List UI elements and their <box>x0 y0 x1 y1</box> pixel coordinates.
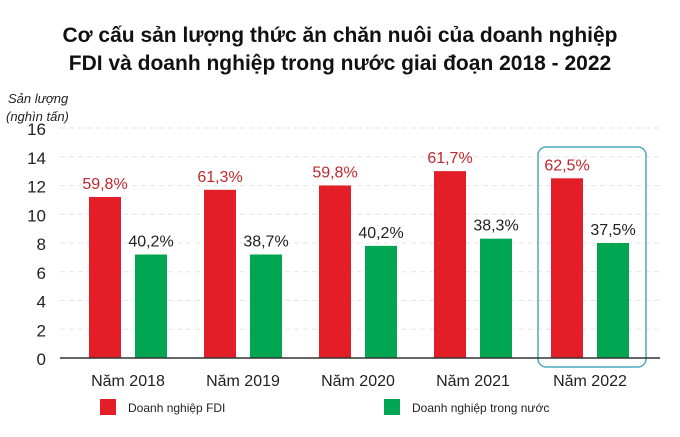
bar-domestic <box>597 243 629 358</box>
y-tick-label: 8 <box>37 235 46 254</box>
legend-label: Doanh nghiệp FDI <box>128 401 225 415</box>
x-tick-label: Năm 2021 <box>436 373 510 390</box>
data-label: 38,7% <box>243 234 288 251</box>
data-label: 59,8% <box>312 165 357 182</box>
chart-title-line2: FDI và doanh nghiệp trong nước giai đoạn… <box>68 52 612 75</box>
bar-fdi <box>204 189 236 358</box>
y-tick-label: 0 <box>37 350 46 369</box>
data-label: 61,7% <box>427 150 472 167</box>
data-label: 62,5% <box>544 157 589 174</box>
y-tick-label: 12 <box>27 178 46 197</box>
data-label: 38,3% <box>473 218 518 235</box>
y-tick-label: 4 <box>37 293 46 312</box>
y-tick-label: 10 <box>27 206 46 225</box>
legend-swatch <box>384 399 400 415</box>
legend-swatch <box>100 399 116 415</box>
x-tick-label: Năm 2022 <box>553 373 627 390</box>
bar-domestic <box>365 245 397 358</box>
x-tick-label: Năm 2020 <box>321 373 395 390</box>
y-tick-label: 2 <box>37 321 46 340</box>
data-label: 40,2% <box>128 234 173 251</box>
bar-fdi <box>89 197 121 358</box>
y-tick-label: 16 <box>27 120 46 139</box>
y-tick-label: 14 <box>27 149 46 168</box>
bar-domestic <box>480 238 512 358</box>
data-label: 37,5% <box>590 222 635 239</box>
y-axis-label-line1: Sản lượng <box>8 91 69 106</box>
legend-label: Doanh nghiệp trong nước <box>412 401 549 415</box>
x-tick-label: Năm 2018 <box>91 373 165 390</box>
bar-fdi <box>434 171 466 358</box>
y-tick-label: 6 <box>37 264 46 283</box>
bar-fdi <box>551 178 583 358</box>
highlight-box <box>537 146 647 368</box>
data-label: 59,8% <box>82 176 127 193</box>
bar-domestic <box>135 254 167 358</box>
y-axis-label-line2: (nghìn tấn) <box>6 109 69 124</box>
data-label: 40,2% <box>358 225 403 242</box>
x-tick-label: Năm 2019 <box>206 373 280 390</box>
data-label: 61,3% <box>197 169 242 186</box>
bar-domestic <box>250 254 282 358</box>
bar-fdi <box>319 185 351 358</box>
chart-title-line1: Cơ cấu sản lượng thức ăn chăn nuôi của d… <box>62 24 618 47</box>
